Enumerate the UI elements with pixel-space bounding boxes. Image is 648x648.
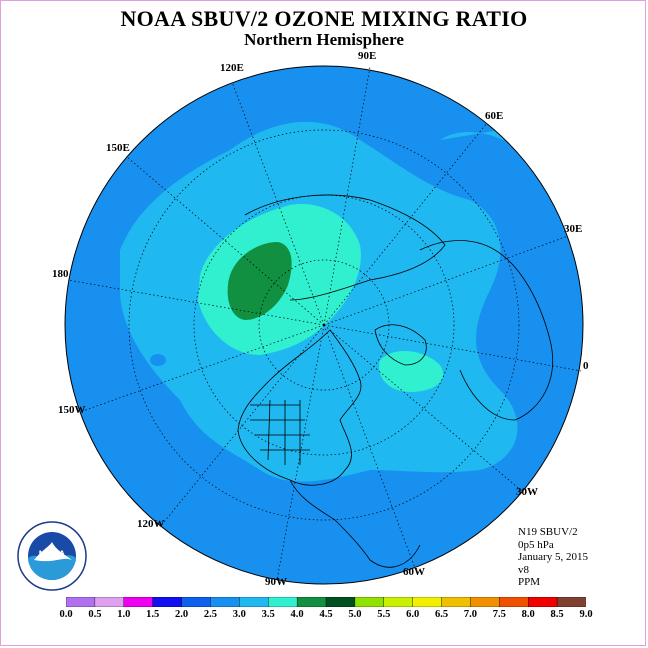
- colorbar-tick-label: 8.0: [521, 609, 535, 620]
- meridian-150e: [126, 156, 325, 326]
- colorbar: [66, 597, 586, 607]
- map-title: NOAA SBUV/2 OZONE MIXING RATIO: [120, 6, 528, 31]
- colorbar-swatch: [268, 597, 298, 607]
- product-info: N19 SBUV/2 0p5 hPa January 5, 2015 v8 PP…: [518, 526, 588, 589]
- info-version: v8: [518, 563, 529, 576]
- info-level: 0p5 hPa: [518, 538, 554, 551]
- colorbar-tick-label: 4.5: [319, 609, 333, 620]
- colorbar-tick-label: 7.5: [492, 609, 506, 620]
- colorbar-tick-label: 3.5: [261, 609, 275, 620]
- logo-gull: [34, 542, 72, 562]
- north-america-coast: [237, 329, 362, 486]
- europe-coast: [419, 240, 554, 421]
- colorbar-swatch: [239, 597, 269, 607]
- ozone-field: [65, 66, 583, 584]
- meridian-60w: [323, 324, 416, 569]
- meridian-120w: [159, 324, 325, 528]
- colorbar-swatch: [354, 597, 385, 607]
- graticule: [67, 66, 582, 581]
- colorbar-swatch: [296, 597, 327, 607]
- us-grid: [250, 399, 310, 465]
- colorbar-tick-label: 9.0: [579, 609, 593, 620]
- colorbar-tick-label: 2.0: [175, 609, 189, 620]
- latitude-circle: [258, 259, 390, 391]
- colorbar-tick-label: 0.0: [59, 609, 73, 620]
- lon-label-150e: 150E: [106, 142, 130, 154]
- colorbar-swatch: [383, 597, 414, 607]
- colorbar-tick-label: 5.5: [377, 609, 391, 620]
- lon-label-180: 180: [52, 268, 69, 280]
- meridian-30e: [323, 235, 569, 326]
- colorbar-swatch: [412, 597, 443, 607]
- lon-label-120e: 120E: [220, 62, 244, 74]
- colorbar-swatch: [528, 597, 558, 607]
- lon-label-60e: 60E: [485, 110, 504, 122]
- logo-wave: [28, 555, 76, 580]
- colorbar-swatch: [123, 597, 154, 607]
- meridian-120e: [231, 81, 325, 326]
- contour-4-0-region: [227, 242, 292, 320]
- map-border: [64, 65, 584, 585]
- colorbar-swatch: [181, 597, 211, 607]
- latitude-circle: [128, 129, 520, 521]
- info-satellite: N19 SBUV/2: [518, 526, 578, 538]
- colorbar-swatch: [441, 597, 471, 607]
- colorbar-tick-label: 3.0: [232, 609, 246, 620]
- meridian-30w: [323, 324, 523, 492]
- contour-2-5-pocket: [258, 520, 282, 536]
- colorbar-tick-label: 5.0: [348, 609, 362, 620]
- meridian-180: [67, 279, 325, 326]
- meridian-90w: [276, 324, 325, 581]
- colorbar-swatch: [499, 597, 529, 607]
- colorbar-tick-label: 1.0: [117, 609, 131, 620]
- contour-3-5-small: [379, 350, 444, 392]
- colorbar-swatch: [325, 597, 356, 607]
- map-subtitle: Northern Hemisphere: [244, 30, 404, 49]
- colorbar-tick-label: 2.5: [203, 609, 217, 620]
- latitude-circle: [193, 194, 455, 456]
- info-units: PPM: [518, 576, 541, 589]
- info-date: January 5, 2015: [518, 551, 588, 564]
- central-america-coast: [289, 479, 421, 568]
- lon-label-90e: 90E: [358, 50, 377, 62]
- lon-label-0: 0: [583, 360, 589, 372]
- meridian-60e: [323, 122, 488, 326]
- contour-2-5-pocket: [150, 354, 166, 366]
- colorbar-tick-label: 6.0: [406, 609, 420, 620]
- colorbar-tick-label: 1.5: [146, 609, 160, 620]
- colorbar-tick-label: 7.0: [463, 609, 477, 620]
- colorbar-swatch: [470, 597, 500, 607]
- lon-label-30w: 30W: [516, 486, 538, 498]
- colorbar-swatch: [210, 597, 240, 607]
- noaa-logo: NOAA: [17, 521, 87, 591]
- colorbar-tick-label: 4.0: [290, 609, 304, 620]
- colorbar-tick-label: 6.5: [435, 609, 449, 620]
- lon-label-60w: 60W: [403, 566, 425, 578]
- logo-label: NOAA: [39, 549, 66, 559]
- colorbar-tick-label: 0.5: [88, 609, 102, 620]
- colorbar-swatch: [66, 597, 96, 607]
- colorbar-swatch: [94, 597, 125, 607]
- lon-label-30e: 30E: [564, 223, 583, 235]
- lon-label-90w: 90W: [265, 576, 287, 588]
- lon-label-150w: 150W: [58, 404, 86, 416]
- colorbar-swatch: [152, 597, 183, 607]
- colorbar-swatch: [556, 597, 586, 607]
- lon-label-120w: 120W: [137, 518, 165, 530]
- contour-3-0-pocket: [335, 137, 355, 149]
- colorbar-tick-label: 8.5: [550, 609, 564, 620]
- greenland-coast: [374, 324, 427, 366]
